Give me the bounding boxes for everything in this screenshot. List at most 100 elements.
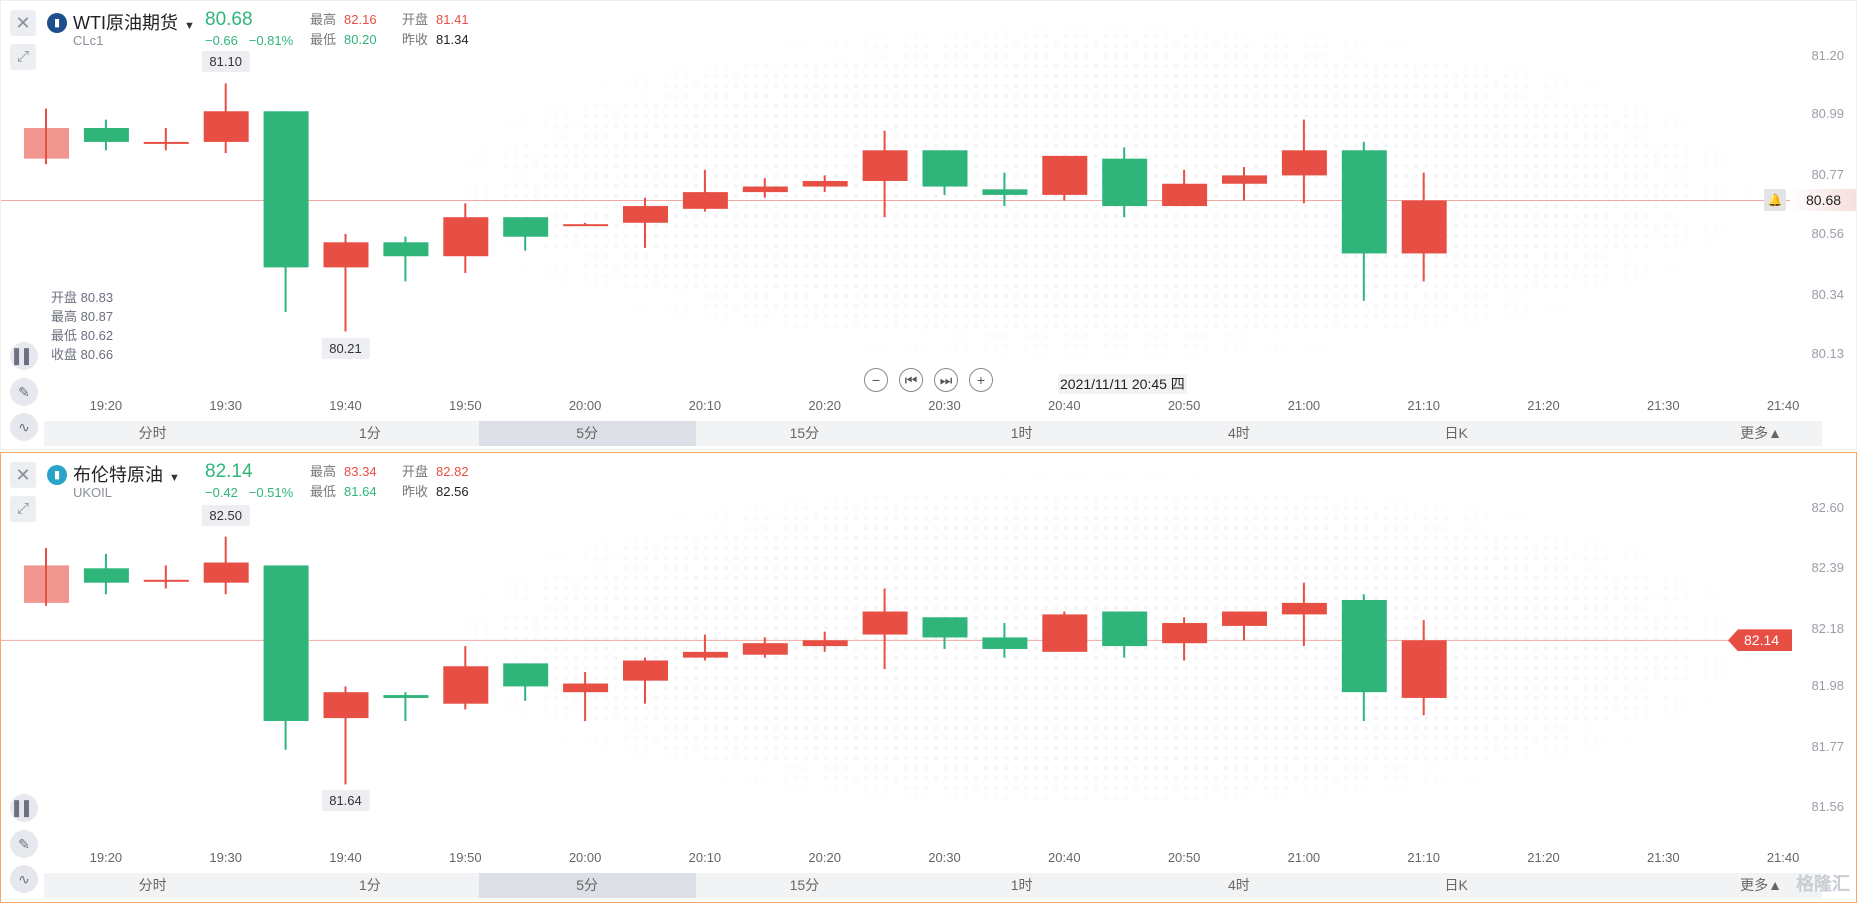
candle-body bbox=[1042, 614, 1088, 652]
x-axis-label: 19:20 bbox=[89, 850, 123, 865]
indicator-icon[interactable]: ∿ bbox=[10, 865, 38, 893]
y-axis-label: 80.56 bbox=[1811, 225, 1844, 241]
candle[interactable] bbox=[922, 150, 968, 195]
candle[interactable] bbox=[1341, 141, 1387, 301]
period-tab[interactable]: 1时 bbox=[1010, 877, 1033, 893]
period-tab[interactable]: 5分 bbox=[478, 421, 696, 446]
period-tab[interactable]: 5分 bbox=[478, 873, 696, 898]
instrument-selector[interactable]: 布伦特原油 ▼ bbox=[73, 461, 180, 487]
candle[interactable] bbox=[802, 175, 848, 193]
candle-type-icon[interactable]: ▌▌ bbox=[10, 342, 38, 370]
period-tab[interactable]: 1分 bbox=[358, 425, 381, 441]
candle-body bbox=[263, 565, 309, 721]
candle[interactable] bbox=[83, 119, 129, 151]
candle[interactable] bbox=[682, 169, 728, 212]
candle[interactable] bbox=[563, 672, 609, 721]
candle[interactable] bbox=[203, 83, 249, 154]
close-icon[interactable]: ✕ bbox=[10, 462, 36, 488]
bell-icon[interactable]: 🔔 bbox=[1764, 189, 1786, 212]
candle[interactable] bbox=[503, 663, 549, 701]
pencil-icon[interactable]: ✎ bbox=[10, 830, 38, 858]
indicator-icon[interactable]: ∿ bbox=[10, 413, 38, 441]
period-tab[interactable]: 日K bbox=[1444, 425, 1468, 441]
candle-body bbox=[682, 651, 728, 658]
zoom-in-icon[interactable]: + bbox=[969, 368, 993, 392]
candle[interactable] bbox=[1102, 611, 1148, 658]
close-icon[interactable]: ✕ bbox=[10, 10, 36, 36]
candle[interactable] bbox=[1042, 155, 1088, 201]
candle[interactable] bbox=[203, 536, 249, 595]
scroll-start-icon[interactable]: ⏮ bbox=[899, 368, 923, 392]
candle-body bbox=[143, 141, 189, 144]
candle[interactable] bbox=[503, 217, 549, 251]
brent-chart-panel: ✕ ⤢ ▮ 布伦特原油 ▼ UKOIL 82.14 −0.42 −0.51% 最高… bbox=[0, 452, 1857, 903]
expand-icon[interactable]: ⤢ bbox=[10, 496, 36, 522]
period-tab[interactable]: 4时 bbox=[1227, 425, 1250, 441]
x-axis-label: 21:30 bbox=[1647, 398, 1680, 413]
ohlc-close: 收盘 80.66 bbox=[51, 347, 114, 362]
candle[interactable] bbox=[263, 111, 309, 312]
period-tab[interactable]: 分时 bbox=[138, 877, 167, 893]
candlestick-chart[interactable] bbox=[1, 453, 1857, 903]
period-tab[interactable]: 更多▲ bbox=[1740, 877, 1782, 893]
candle[interactable] bbox=[143, 565, 189, 589]
candle[interactable] bbox=[682, 634, 728, 661]
period-tab[interactable]: 1时 bbox=[1010, 425, 1033, 441]
candle[interactable] bbox=[443, 203, 489, 273]
candle[interactable] bbox=[1222, 611, 1267, 641]
pencil-icon[interactable]: ✎ bbox=[10, 378, 38, 406]
candle[interactable] bbox=[1401, 172, 1447, 282]
candle[interactable] bbox=[862, 130, 908, 218]
candle[interactable] bbox=[1162, 169, 1208, 207]
candle[interactable] bbox=[1341, 594, 1387, 721]
candle[interactable] bbox=[1102, 147, 1148, 218]
candle[interactable] bbox=[383, 236, 429, 282]
candle[interactable] bbox=[323, 233, 369, 332]
candle[interactable] bbox=[623, 657, 668, 704]
candle[interactable] bbox=[143, 127, 189, 151]
candle[interactable] bbox=[982, 623, 1028, 658]
candle-body bbox=[1162, 183, 1208, 207]
scroll-end-icon[interactable]: ⏭ bbox=[934, 368, 958, 392]
candle[interactable] bbox=[83, 553, 129, 595]
candle-type-icon[interactable]: ▌▌ bbox=[10, 794, 38, 822]
period-tab[interactable]: 4时 bbox=[1227, 877, 1250, 893]
candle[interactable] bbox=[742, 637, 788, 658]
candle-body bbox=[383, 242, 429, 257]
candle[interactable] bbox=[862, 588, 908, 670]
candle[interactable] bbox=[24, 548, 69, 606]
x-axis-label: 19:40 bbox=[329, 398, 362, 413]
candle[interactable] bbox=[742, 178, 788, 198]
watermark-logo: 格隆汇 bbox=[1796, 874, 1850, 894]
candle[interactable] bbox=[323, 686, 369, 785]
candle[interactable] bbox=[383, 692, 429, 721]
candle[interactable] bbox=[982, 172, 1028, 207]
candle[interactable] bbox=[443, 646, 489, 710]
expand-icon[interactable]: ⤢ bbox=[10, 44, 36, 70]
candle[interactable] bbox=[922, 617, 968, 649]
candle[interactable] bbox=[1162, 617, 1208, 661]
ohlc-legend: 开盘 80.83 最高 80.87 最低 80.62 收盘 80.66 bbox=[51, 288, 113, 364]
candle[interactable] bbox=[1281, 582, 1327, 647]
candle[interactable] bbox=[802, 631, 848, 652]
candle[interactable] bbox=[1401, 620, 1447, 716]
period-tab[interactable]: 更多▲ bbox=[1740, 425, 1782, 441]
candle[interactable] bbox=[623, 197, 668, 248]
candle-body bbox=[563, 224, 609, 227]
period-tab[interactable]: 15分 bbox=[789, 425, 820, 441]
candle[interactable] bbox=[24, 108, 69, 165]
candle[interactable] bbox=[1222, 167, 1267, 201]
instrument-selector[interactable]: WTI原油期货 ▼ bbox=[73, 9, 195, 35]
x-axis-label: 20:20 bbox=[808, 850, 841, 865]
zoom-out-icon[interactable]: − bbox=[864, 368, 888, 392]
period-tab[interactable]: 日K bbox=[1444, 877, 1468, 893]
candle-body bbox=[83, 127, 129, 142]
period-tab[interactable]: 15分 bbox=[789, 877, 820, 893]
candlestick-chart[interactable] bbox=[1, 1, 1857, 451]
candle[interactable] bbox=[1281, 119, 1327, 204]
candle[interactable] bbox=[263, 565, 309, 750]
period-tab[interactable]: 分时 bbox=[138, 425, 167, 441]
candle[interactable] bbox=[563, 222, 609, 227]
candle[interactable] bbox=[1042, 611, 1088, 652]
period-tab[interactable]: 1分 bbox=[358, 877, 381, 893]
